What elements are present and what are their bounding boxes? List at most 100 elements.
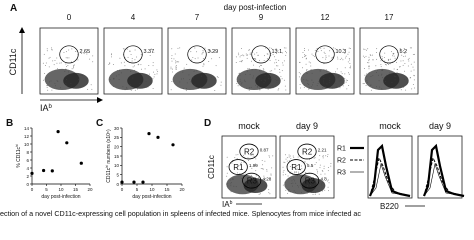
cell-dot: [240, 162, 242, 164]
cell-dot: [175, 62, 177, 64]
cell-dot: [156, 73, 158, 75]
cell-dot: [170, 66, 172, 68]
cell-dot: [278, 88, 280, 90]
cell-dot: [301, 168, 303, 170]
cell-dot: [60, 87, 62, 89]
cell-dot: [311, 79, 313, 81]
cell-dot: [328, 82, 330, 84]
cell-dot: [145, 80, 147, 82]
cell-dot: [126, 87, 128, 89]
cell-dot: [375, 65, 377, 67]
panel-title: day post-infection: [224, 3, 287, 12]
cell-dot: [57, 80, 59, 82]
cell-dot: [258, 177, 260, 179]
cell-dot: [262, 68, 264, 70]
cell-dot: [202, 65, 204, 67]
cell-dot: [207, 77, 209, 79]
cell-dot: [270, 174, 272, 176]
cell-dot: [282, 174, 284, 176]
cell-dot: [269, 59, 271, 61]
cell-dot: [345, 81, 347, 83]
cell-dot: [65, 83, 67, 85]
plot-title: day 9: [296, 121, 318, 131]
cell-dot: [316, 85, 318, 87]
cell-dot: [73, 64, 75, 66]
cell-dot: [256, 52, 258, 54]
cell-dot: [248, 181, 250, 183]
cell-dot: [277, 65, 279, 67]
x-tick-label: 15: [164, 187, 170, 192]
cell-dot: [269, 47, 271, 49]
cell-dot: [240, 60, 242, 62]
gate-value: 3.29: [207, 49, 218, 55]
cell-dot: [250, 60, 252, 62]
cell-dot: [283, 79, 285, 81]
cell-dot: [197, 57, 199, 59]
data-point: [65, 141, 69, 145]
cell-dot: [122, 48, 124, 50]
cell-dot: [272, 87, 274, 89]
cell-dot: [45, 62, 47, 64]
cell-dot: [368, 60, 370, 62]
cell-dot: [248, 159, 250, 161]
cell-dot: [182, 78, 184, 80]
cell-dot: [324, 69, 326, 71]
cell-dot: [349, 67, 351, 69]
cell-dot: [241, 82, 243, 84]
cell-dot: [263, 59, 265, 61]
cell-dot: [401, 54, 403, 56]
cell-dot: [386, 74, 388, 76]
cell-dot: [402, 86, 404, 88]
cell-dot: [203, 64, 205, 66]
x-tick-label: 0: [31, 187, 34, 192]
cell-dot: [290, 157, 292, 159]
cell-dot: [396, 68, 398, 70]
cell-dot: [284, 161, 286, 163]
cell-dot: [247, 54, 249, 56]
cell-dot: [227, 185, 229, 187]
cell-dot: [131, 60, 133, 62]
cell-dot: [271, 76, 273, 78]
cell-dot: [310, 69, 312, 71]
cell-dot: [288, 189, 290, 191]
plot-title: mock: [379, 121, 401, 131]
cell-dot: [119, 69, 121, 71]
cell-dot: [194, 47, 196, 49]
cell-dot: [240, 83, 242, 85]
cell-dot: [253, 189, 255, 191]
cell-dot: [152, 87, 154, 89]
cell-dot: [338, 74, 340, 76]
cell-dot: [348, 72, 350, 74]
cell-dot: [344, 49, 346, 51]
cell-dot: [275, 59, 277, 61]
cell-dot: [290, 183, 292, 185]
cell-dot: [186, 88, 188, 90]
cell-dot: [308, 88, 310, 90]
cell-dot: [118, 74, 120, 76]
cell-dot: [242, 54, 244, 56]
cell-dot: [237, 154, 239, 156]
cell-dot: [235, 62, 237, 64]
cell-dot: [70, 82, 72, 84]
gate-value: 2.65: [79, 49, 90, 55]
cell-dot: [209, 84, 211, 86]
cell-dot: [244, 81, 246, 83]
cell-dot: [288, 154, 290, 156]
cell-dot: [377, 74, 379, 76]
cell-dot: [127, 69, 129, 71]
cell-dot: [314, 49, 316, 51]
cell-dot: [376, 48, 378, 50]
cell-dot: [277, 50, 279, 52]
cell-dot: [364, 48, 366, 50]
cell-dot: [130, 89, 132, 91]
cell-dot: [408, 60, 410, 62]
cell-dot: [323, 63, 325, 65]
cell-dot: [303, 74, 305, 76]
cell-dot: [193, 70, 195, 72]
y-tick-label: 15: [114, 154, 120, 159]
y-tick-label: 2: [26, 174, 29, 179]
cell-dot: [318, 193, 320, 195]
cell-dot: [259, 64, 261, 66]
cell-dot: [289, 191, 291, 193]
cell-dot: [140, 53, 142, 55]
